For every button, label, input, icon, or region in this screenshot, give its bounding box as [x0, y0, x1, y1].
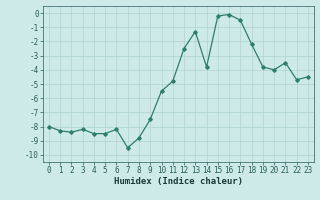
X-axis label: Humidex (Indice chaleur): Humidex (Indice chaleur) — [114, 177, 243, 186]
